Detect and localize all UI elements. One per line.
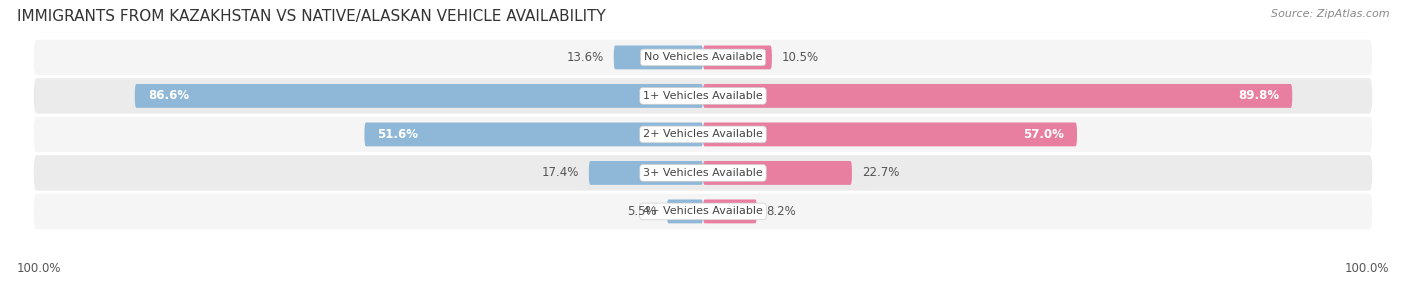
- Text: 8.2%: 8.2%: [766, 205, 796, 218]
- FancyBboxPatch shape: [34, 78, 1372, 114]
- FancyBboxPatch shape: [666, 200, 703, 223]
- FancyBboxPatch shape: [614, 45, 703, 69]
- Text: 5.5%: 5.5%: [627, 205, 657, 218]
- FancyBboxPatch shape: [589, 161, 703, 185]
- Text: 22.7%: 22.7%: [862, 166, 900, 179]
- FancyBboxPatch shape: [703, 45, 772, 69]
- FancyBboxPatch shape: [364, 122, 703, 146]
- FancyBboxPatch shape: [34, 194, 1372, 229]
- Text: 4+ Vehicles Available: 4+ Vehicles Available: [643, 206, 763, 217]
- FancyBboxPatch shape: [34, 117, 1372, 152]
- Text: 100.0%: 100.0%: [17, 262, 62, 275]
- Text: 1+ Vehicles Available: 1+ Vehicles Available: [643, 91, 763, 101]
- Text: 100.0%: 100.0%: [1344, 262, 1389, 275]
- FancyBboxPatch shape: [34, 40, 1372, 75]
- Text: 17.4%: 17.4%: [541, 166, 579, 179]
- FancyBboxPatch shape: [135, 84, 703, 108]
- Text: 13.6%: 13.6%: [567, 51, 605, 64]
- FancyBboxPatch shape: [703, 161, 852, 185]
- Text: 10.5%: 10.5%: [782, 51, 818, 64]
- FancyBboxPatch shape: [703, 84, 1292, 108]
- Text: 51.6%: 51.6%: [378, 128, 419, 141]
- Text: 57.0%: 57.0%: [1024, 128, 1064, 141]
- Text: IMMIGRANTS FROM KAZAKHSTAN VS NATIVE/ALASKAN VEHICLE AVAILABILITY: IMMIGRANTS FROM KAZAKHSTAN VS NATIVE/ALA…: [17, 9, 606, 23]
- Text: 2+ Vehicles Available: 2+ Vehicles Available: [643, 130, 763, 139]
- FancyBboxPatch shape: [703, 200, 756, 223]
- FancyBboxPatch shape: [34, 155, 1372, 191]
- FancyBboxPatch shape: [703, 122, 1077, 146]
- Text: 3+ Vehicles Available: 3+ Vehicles Available: [643, 168, 763, 178]
- Text: 86.6%: 86.6%: [148, 90, 188, 102]
- Text: Source: ZipAtlas.com: Source: ZipAtlas.com: [1271, 9, 1389, 19]
- Text: No Vehicles Available: No Vehicles Available: [644, 52, 762, 62]
- Text: 89.8%: 89.8%: [1237, 90, 1279, 102]
